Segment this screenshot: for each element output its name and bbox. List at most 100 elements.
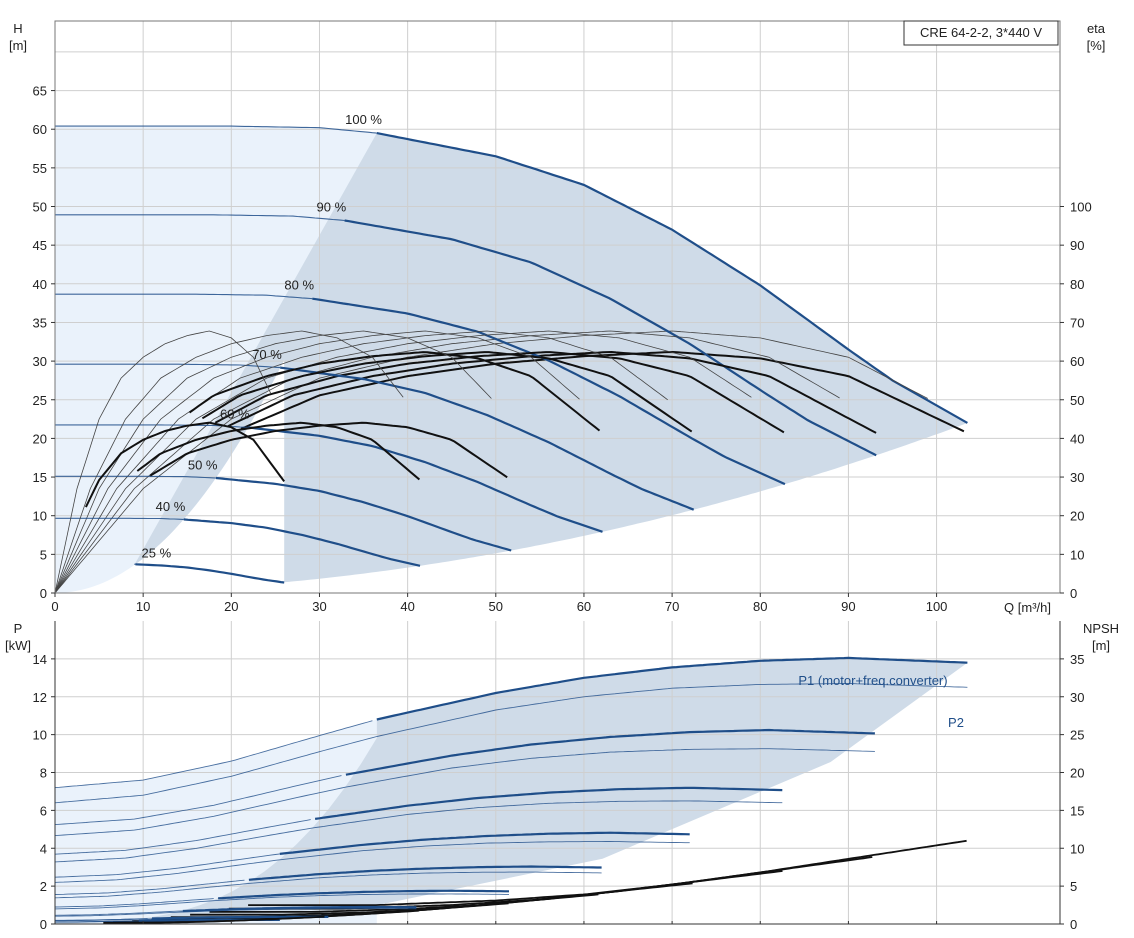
p2-curve bbox=[55, 841, 690, 883]
head-curve-low-flow bbox=[55, 125, 377, 134]
power-tick-label: 2 bbox=[40, 879, 47, 894]
flow-tick-label: 40 bbox=[400, 599, 414, 614]
power-npsh-panel: 0 2 4 6 8 10 12 14 0 5 10 15 20 25 30 35 P1 (motor+freq… bbox=[5, 621, 1119, 932]
p1-curve-low-flow bbox=[55, 898, 214, 908]
p2-curve bbox=[55, 893, 509, 910]
speed-label: 70 % bbox=[252, 347, 282, 362]
head-curve bbox=[280, 366, 695, 511]
speed-label: 25 % bbox=[142, 545, 172, 560]
p1-curve-low-flow bbox=[55, 920, 135, 923]
head-curve bbox=[183, 518, 421, 567]
p1-curve bbox=[218, 889, 509, 900]
head-curve bbox=[376, 132, 968, 424]
eta-tick-label: 20 bbox=[1070, 509, 1084, 524]
speed-label: 40 % bbox=[156, 499, 186, 514]
p1-curve-low-flow bbox=[55, 918, 148, 921]
power-tick-label: 6 bbox=[40, 803, 47, 818]
p1-curve-low-flow bbox=[55, 720, 373, 789]
npsh-curve bbox=[103, 918, 280, 924]
efficiency-curve bbox=[149, 421, 508, 479]
speed-label: 50 % bbox=[188, 457, 218, 472]
npsh-axis-label-line1: NPSH bbox=[1083, 621, 1119, 636]
npsh-axis-label-line2: [m] bbox=[1092, 638, 1110, 653]
eta-tick-label: 0 bbox=[1070, 586, 1077, 601]
head-tick-label: 0 bbox=[40, 586, 47, 601]
eta-tick-label: 100 bbox=[1070, 200, 1092, 215]
flow-axis-label: Q [m³/h] bbox=[1004, 600, 1051, 615]
p1-curve-low-flow bbox=[55, 853, 280, 878]
eta-tick-label: 60 bbox=[1070, 354, 1084, 369]
head-tick-label: 60 bbox=[33, 122, 47, 137]
efficiency-curve bbox=[84, 421, 286, 508]
efficiency-curve bbox=[188, 351, 601, 432]
p2-curve bbox=[55, 800, 783, 863]
efficiency-curve-thin bbox=[55, 330, 580, 593]
eta-tick-label: 70 bbox=[1070, 315, 1084, 330]
flow-tick-label: 70 bbox=[665, 599, 679, 614]
efficiency-curve bbox=[136, 421, 421, 481]
model-label: CRE 64-2-2, 3*440 V bbox=[920, 25, 1042, 40]
p2-curve bbox=[55, 748, 875, 837]
p1-curve-low-flow bbox=[55, 879, 245, 895]
head-curve-low-flow bbox=[55, 424, 249, 428]
power-tick-label: 8 bbox=[40, 766, 47, 781]
eta-axis-label-line2: [%] bbox=[1087, 38, 1106, 53]
npsh-tick-label: 10 bbox=[1070, 841, 1084, 856]
p1-curve-low-flow bbox=[55, 819, 311, 855]
p1-curve bbox=[376, 656, 968, 721]
head-curve bbox=[135, 563, 285, 584]
eta-tick-label: 50 bbox=[1070, 393, 1084, 408]
head-panel-frame bbox=[54, 20, 1061, 594]
eta-tick-label: 30 bbox=[1070, 470, 1084, 485]
flow-tick-label: 0 bbox=[51, 599, 58, 614]
head-tick-label: 15 bbox=[33, 470, 47, 485]
speed-label: 90 % bbox=[317, 199, 347, 214]
flow-tick-label: 20 bbox=[224, 599, 238, 614]
power-operating-region bbox=[55, 657, 968, 924]
head-tick-label: 20 bbox=[33, 431, 47, 446]
head-tick-label: 40 bbox=[33, 277, 47, 292]
head-tick-label: 55 bbox=[33, 161, 47, 176]
eta-tick-label: 40 bbox=[1070, 431, 1084, 446]
p1-curve bbox=[151, 915, 329, 920]
power-tick-label: 12 bbox=[33, 690, 47, 705]
head-tick-label: 50 bbox=[33, 200, 47, 215]
efficiency-curve-thin bbox=[55, 330, 928, 593]
npsh-tick-label: 20 bbox=[1070, 766, 1084, 781]
flow-tick-label: 30 bbox=[312, 599, 326, 614]
npsh-tick-label: 5 bbox=[1070, 879, 1077, 894]
head-efficiency-panel: 0 10 20 30 40 50 60 70 80 90 100051015202530354045… bbox=[9, 20, 1106, 615]
head-tick-label: 25 bbox=[33, 393, 47, 408]
head-tick-label: 10 bbox=[33, 509, 47, 524]
head-curve-low-flow bbox=[55, 293, 313, 300]
flow-tick-label: 90 bbox=[841, 599, 855, 614]
efficiency-curve-thin bbox=[55, 330, 272, 593]
head-tick-label: 65 bbox=[33, 84, 47, 99]
p2-curve bbox=[55, 871, 602, 899]
p1-curve-low-flow bbox=[55, 910, 183, 916]
flow-tick-label: 100 bbox=[926, 599, 948, 614]
p1-curve bbox=[345, 728, 875, 776]
p1-curve bbox=[314, 786, 783, 820]
efficiency-curve-thin bbox=[55, 330, 404, 593]
p1-series-label: P1 (motor+freq.converter) bbox=[798, 673, 947, 688]
power-axis-label-line2: [kW] bbox=[5, 638, 31, 653]
p2-curve bbox=[55, 683, 968, 804]
npsh-tick-label: 25 bbox=[1070, 728, 1084, 743]
p2-series-label: P2 bbox=[948, 715, 964, 730]
head-curve-low-flow bbox=[55, 517, 184, 520]
power-tick-label: 0 bbox=[40, 917, 47, 932]
head-curve-low-flow bbox=[55, 475, 216, 479]
flow-tick-label: 80 bbox=[753, 599, 767, 614]
head-curve bbox=[247, 426, 603, 533]
p1-curve bbox=[182, 905, 417, 913]
power-axis-label-line1: P bbox=[14, 621, 23, 636]
eta-tick-label: 10 bbox=[1070, 547, 1084, 562]
npsh-tick-label: 30 bbox=[1070, 690, 1084, 705]
head-tick-label: 30 bbox=[33, 354, 47, 369]
head-curve bbox=[215, 476, 512, 552]
efficiency-curve bbox=[227, 350, 877, 434]
p1-curve bbox=[279, 831, 690, 855]
power-tick-label: 10 bbox=[33, 728, 47, 743]
efficiency-curve-thin bbox=[55, 330, 492, 593]
